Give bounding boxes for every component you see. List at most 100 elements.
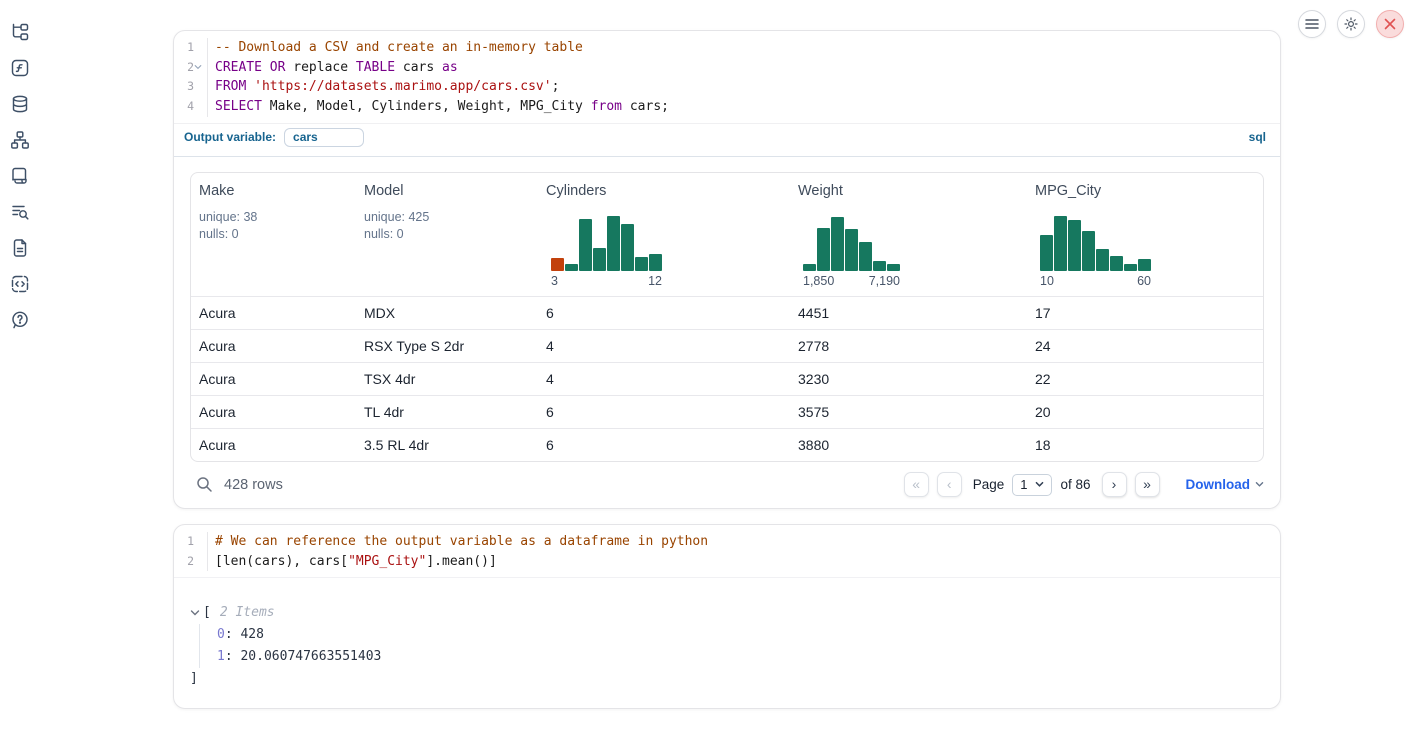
histogram-axis-labels: 10 60 — [1040, 274, 1151, 288]
line-gutter: 1 — [174, 38, 208, 58]
prev-page-button[interactable]: ‹ — [936, 472, 962, 498]
code-token — [246, 79, 254, 94]
variables-icon[interactable] — [10, 58, 30, 78]
line-gutter: 1 — [174, 531, 208, 552]
table-row: Acura RSX Type S 2dr 4 2778 24 — [191, 328, 1263, 362]
table-column-header[interactable]: Make unique: 38 nulls: 0 — [191, 173, 356, 296]
column-histogram: 3 12 — [546, 215, 662, 288]
output-variable-label: Output variable: — [184, 130, 277, 145]
chevron-down-icon — [1255, 482, 1264, 488]
python-code-editor[interactable]: 1 # We can reference the output variable … — [174, 525, 1280, 577]
next-page-button[interactable]: › — [1101, 472, 1127, 498]
table-cell: 4 — [546, 337, 554, 354]
table-row: Acura 3.5 RL 4dr 6 3880 18 — [191, 427, 1263, 461]
column-stats: unique: 38 nulls: 0 — [199, 209, 348, 243]
download-label: Download — [1185, 477, 1251, 493]
documentation-icon[interactable] — [10, 238, 30, 258]
table-cell: 3575 — [798, 403, 830, 420]
histogram-bars — [1040, 215, 1151, 271]
file-tree-icon[interactable] — [10, 22, 30, 42]
code-token: as — [442, 59, 458, 75]
column-stat: unique: 38 — [199, 209, 258, 224]
column-name: Model — [364, 182, 404, 199]
histogram-bar — [635, 256, 648, 271]
entry-separator: : — [224, 627, 241, 643]
code-token: CREATE OR — [215, 59, 286, 75]
histogram-bar — [579, 218, 592, 271]
column-name: MPG_City — [1035, 182, 1102, 199]
output-variable-input[interactable] — [284, 127, 365, 147]
axis-min-label: 1,850 — [803, 273, 835, 288]
sql-cell-footer: Output variable: sql — [174, 122, 1280, 157]
table-cell: 18 — [1035, 436, 1051, 453]
collapse-chevron-icon[interactable] — [190, 609, 200, 617]
code-token: [len(cars), cars[ — [215, 553, 349, 569]
histogram-bar — [1068, 219, 1081, 271]
python-output: [2 Items 0: 428 1: 20.060747663551403] — [174, 577, 1280, 708]
output-entry: 0: 428 — [217, 624, 1264, 646]
sql-code-editor[interactable]: 1 -- Download a CSV and create an in-memo… — [174, 31, 1280, 123]
datasources-icon[interactable] — [10, 94, 30, 114]
line-gutter: 3 — [174, 77, 208, 98]
table-header-row: Make unique: 38 nulls: 0 Model unique: 425 nu… — [191, 173, 1263, 296]
code-text: CREATE OR replace TABLE cars as — [208, 58, 458, 78]
snippets-icon[interactable] — [10, 274, 30, 294]
line-number: 2 — [187, 59, 194, 74]
code-token: cars; — [622, 99, 669, 115]
page-select[interactable]: 1 — [1012, 473, 1053, 496]
histogram-bar — [565, 263, 578, 271]
row-count: 428 rows — [224, 476, 283, 493]
first-page-button[interactable]: « — [903, 472, 929, 498]
histogram-bar — [1096, 248, 1109, 271]
table-cell: Acura — [199, 403, 236, 420]
logs-icon[interactable] — [10, 166, 30, 186]
table-output: Make unique: 38 nulls: 0 Model unique: 425 nu… — [174, 157, 1280, 508]
line-gutter: 4 — [174, 97, 208, 117]
open-bracket: [ — [203, 605, 211, 621]
table-cell: 3880 — [798, 436, 830, 453]
table-cell: 20 — [1035, 403, 1051, 420]
code-token: # We can reference the output variable a… — [215, 533, 709, 549]
table-column-header[interactable]: Cylinders 3 12 — [538, 173, 790, 296]
table-column-header[interactable]: Model unique: 425 nulls: 0 — [356, 173, 538, 296]
column-histogram: 10 60 — [1035, 215, 1151, 288]
code-token: cars — [395, 59, 443, 75]
notebook: 1 -- Download a CSV and create an in-memo… — [173, 30, 1281, 710]
shutdown-button[interactable] — [1376, 10, 1404, 38]
dependencies-icon[interactable] — [10, 130, 30, 150]
table-footer: 428 rows « ‹ Page 1 of 86 › » Download — [190, 462, 1264, 508]
table-cell: 22 — [1035, 370, 1051, 387]
histogram-bar — [859, 241, 872, 271]
table-cell: 4 — [546, 370, 554, 387]
table-column-header[interactable]: Weight 1,850 7,190 — [790, 173, 1027, 296]
column-name: Make — [199, 182, 235, 199]
settings-button[interactable] — [1337, 10, 1365, 38]
code-line: 4 SELECT Make, Model, Cylinders, Weight, … — [174, 97, 1280, 117]
line-number: 1 — [187, 40, 194, 54]
histogram-bar — [593, 247, 606, 271]
column-stats: unique: 425 nulls: 0 — [364, 209, 530, 243]
table-column-header[interactable]: MPG_City 10 60 — [1027, 173, 1263, 296]
menu-button[interactable] — [1298, 10, 1326, 38]
axis-min-label: 3 — [551, 273, 558, 288]
code-token: replace — [285, 59, 356, 75]
histogram-bar — [607, 215, 620, 271]
histogram-bar — [873, 260, 886, 271]
chevron-down-icon — [1036, 482, 1044, 488]
fold-chevron-icon[interactable] — [194, 64, 205, 70]
table-cell: TSX 4dr — [364, 370, 416, 387]
download-button[interactable]: Download — [1186, 477, 1265, 492]
last-page-button[interactable]: » — [1134, 472, 1160, 498]
search-icon[interactable] — [190, 476, 213, 493]
code-token: from — [590, 99, 623, 115]
entry-value: 20.060747663551403 — [240, 649, 382, 665]
helper-panel-sidebar — [10, 22, 30, 330]
histogram-bar — [817, 227, 830, 271]
code-line: 2 CREATE OR replace TABLE cars as — [174, 57, 1280, 78]
code-token: Make, Model, Cylinders, Weight, MPG_City — [261, 99, 591, 115]
code-text: FROM 'https://datasets.marimo.app/cars.c… — [208, 77, 559, 97]
help-icon[interactable] — [10, 310, 30, 330]
histogram-bar — [803, 263, 816, 271]
text-search-icon[interactable] — [10, 202, 30, 222]
close-bracket: ] — [190, 671, 198, 687]
